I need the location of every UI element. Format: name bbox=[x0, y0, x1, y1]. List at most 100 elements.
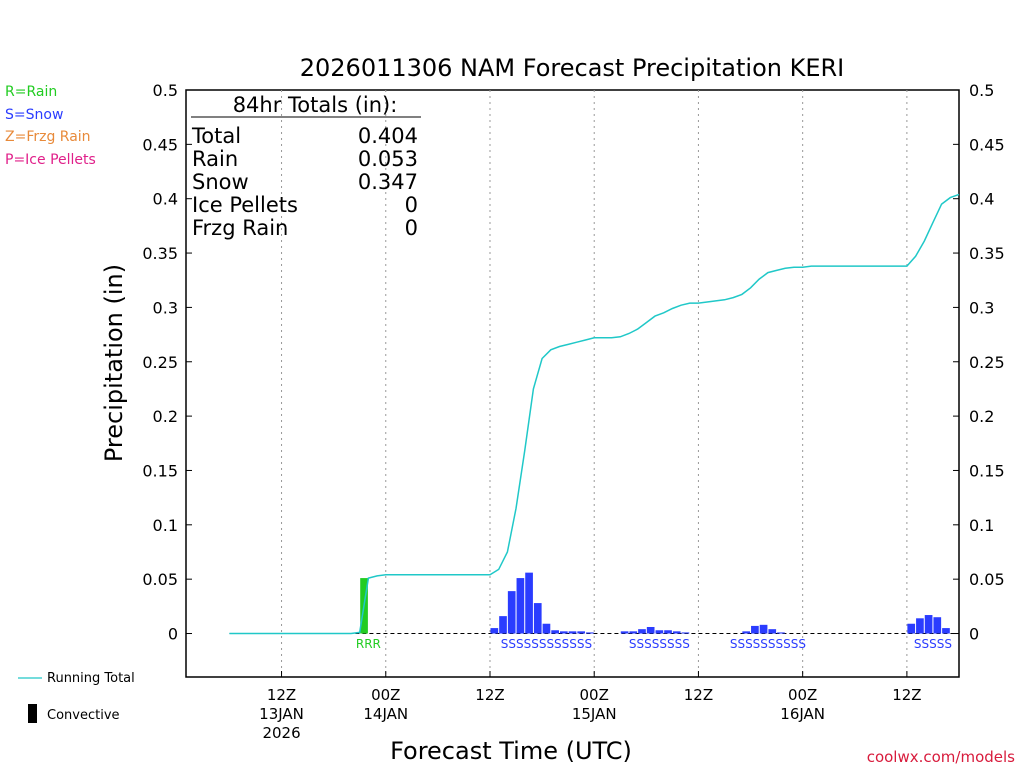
precip-bar-snow bbox=[907, 623, 916, 634]
x-tick-label: 00Z bbox=[788, 686, 817, 704]
ptype-marker-rain: RRR bbox=[356, 637, 381, 651]
y-tick-label-right: 0.45 bbox=[969, 135, 1005, 154]
precip-bar-snow bbox=[533, 603, 542, 634]
x-tick-label: 00Z bbox=[580, 686, 609, 704]
totals-label: Ice Pellets bbox=[192, 193, 298, 217]
y-tick-label-right: 0.1 bbox=[969, 516, 994, 535]
precip-bar-snow bbox=[525, 572, 533, 634]
x-tick-label: 14JAN bbox=[363, 705, 408, 723]
precip-bar-snow bbox=[777, 632, 785, 634]
ptype-marker-snow: SSSSS bbox=[914, 637, 952, 651]
precip-bar-snow bbox=[759, 624, 768, 634]
y-tick-label-right: 0.05 bbox=[969, 570, 1005, 589]
precip-bar-snow bbox=[672, 631, 681, 634]
y-tick-label-left: 0.15 bbox=[142, 461, 178, 480]
y-tick-label-right: 0 bbox=[969, 625, 979, 644]
y-axis-label: Precipitation (in) bbox=[100, 264, 128, 462]
totals-label: Frzg Rain bbox=[192, 216, 288, 240]
x-tick-label: 15JAN bbox=[572, 705, 617, 723]
precip-bar-snow bbox=[742, 631, 751, 634]
y-tick-label-left: 0.3 bbox=[153, 298, 178, 317]
legend-ice-pellets: P=Ice Pellets bbox=[5, 152, 96, 168]
y-tick-label-right: 0.3 bbox=[969, 298, 994, 317]
precip-bar-snow bbox=[629, 631, 638, 634]
chart-title: 2026011306 NAM Forecast Precipitation KE… bbox=[300, 54, 845, 82]
x-axis-label: Forecast Time (UTC) bbox=[390, 737, 632, 765]
x-tick-label: 12Z bbox=[267, 686, 296, 704]
precip-bar-snow bbox=[638, 629, 646, 634]
y-tick-label-left: 0.25 bbox=[142, 353, 178, 372]
totals-label: Rain bbox=[192, 147, 238, 171]
totals-box: 84hr Totals (in): Total 0.404 Rain 0.053 Sno… bbox=[191, 93, 421, 240]
precip-bar-snow bbox=[655, 630, 664, 634]
x-tick-label: 12Z bbox=[684, 686, 713, 704]
precip-bar-snow bbox=[933, 617, 942, 634]
totals-value: 0 bbox=[405, 216, 418, 240]
precip-bar-snow bbox=[542, 623, 551, 634]
vertical-grid-lines bbox=[281, 90, 908, 677]
precip-bar-snow bbox=[768, 629, 777, 634]
totals-label: Total bbox=[191, 124, 241, 148]
x-tick-label: 13JAN bbox=[259, 705, 304, 723]
x-tick-label: 00Z bbox=[371, 686, 400, 704]
y-tick-label-left: 0.1 bbox=[153, 516, 178, 535]
precip-bar-snow bbox=[916, 618, 924, 634]
ptype-marker-snow: SSSSSSSSSS bbox=[730, 637, 806, 651]
hourly-precip-bars bbox=[360, 572, 950, 634]
totals-value: 0 bbox=[405, 193, 418, 217]
y-tick-label-left: 0.4 bbox=[153, 190, 178, 209]
precip-bar-snow bbox=[499, 616, 507, 634]
legend-running-total: Running Total bbox=[47, 671, 135, 686]
totals-value: 0.347 bbox=[358, 170, 418, 194]
precip-bar-snow bbox=[942, 628, 950, 634]
precip-bar-snow bbox=[751, 625, 759, 634]
ptype-marker-snow: SSSSSSSSSSSS bbox=[501, 637, 592, 651]
y-tick-label-left: 0.5 bbox=[153, 81, 178, 100]
x-tick-label: 16JAN bbox=[780, 705, 825, 723]
totals-header: 84hr Totals (in): bbox=[233, 93, 398, 117]
y-tick-label-right: 0.35 bbox=[969, 244, 1005, 263]
legend-rain: R=Rain bbox=[5, 84, 57, 100]
running-total-polyline bbox=[229, 193, 960, 635]
precip-bar-snow bbox=[924, 615, 933, 634]
legend-snow: S=Snow bbox=[5, 107, 63, 123]
y-tick-label-right: 0.15 bbox=[969, 461, 1005, 480]
legend-frzg-rain: Z=Frzg Rain bbox=[5, 129, 91, 145]
precip-bar-snow bbox=[551, 630, 559, 634]
precip-bar-snow bbox=[559, 631, 568, 634]
y-tick-label-right: 0.25 bbox=[969, 353, 1005, 372]
precip-bar-snow bbox=[490, 628, 499, 634]
y-axis-ticks: 0 00.05 0.050.1 0.10.15 0.150.2 0.20.25 0.250.… bbox=[142, 81, 1004, 644]
x-tick-label: 12Z bbox=[892, 686, 921, 704]
precip-bar-snow bbox=[664, 630, 672, 634]
x-tick-label: 12Z bbox=[475, 686, 504, 704]
totals-value: 0.053 bbox=[358, 147, 418, 171]
y-tick-label-left: 0.35 bbox=[142, 244, 178, 263]
precip-bar-snow bbox=[568, 631, 577, 634]
totals-value: 0.404 bbox=[358, 124, 418, 148]
y-tick-label-left: 0 bbox=[168, 625, 178, 644]
ptype-markers: RRR SSSSSSSSSSSS SSSSSSSS SSSSSSSSSS SSSSS bbox=[356, 637, 952, 651]
convective-legend-swatch bbox=[28, 704, 37, 723]
x-tick-label: 2026 bbox=[262, 724, 300, 742]
totals-label: Snow bbox=[192, 170, 249, 194]
precip-bar-snow bbox=[586, 632, 594, 634]
legend-convective: Convective bbox=[47, 708, 120, 723]
credit-link[interactable]: coolwx.com/models bbox=[867, 748, 1015, 766]
precip-bar-snow bbox=[516, 578, 525, 634]
ptype-marker-snow: SSSSSSSS bbox=[629, 637, 690, 651]
y-tick-label-left: 0.05 bbox=[142, 570, 178, 589]
y-tick-label-right: 0.5 bbox=[969, 81, 994, 100]
precip-bar-snow bbox=[681, 632, 690, 634]
y-tick-label-right: 0.2 bbox=[969, 407, 994, 426]
precip-bar-snow bbox=[646, 626, 655, 634]
y-tick-label-left: 0.45 bbox=[142, 135, 178, 154]
precip-bar-snow bbox=[577, 631, 586, 634]
y-tick-label-left: 0.2 bbox=[153, 407, 178, 426]
precip-bar-snow bbox=[507, 591, 516, 634]
precip-bar-snow bbox=[620, 631, 629, 634]
y-tick-label-right: 0.4 bbox=[969, 190, 994, 209]
plot-frame bbox=[185, 89, 960, 678]
